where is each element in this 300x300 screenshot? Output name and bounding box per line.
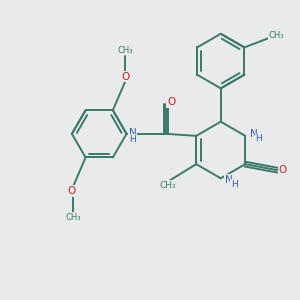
Text: H: H bbox=[231, 180, 238, 189]
Text: N: N bbox=[250, 129, 257, 140]
Text: O: O bbox=[167, 97, 176, 107]
Text: O: O bbox=[68, 186, 76, 196]
Text: CH₃: CH₃ bbox=[159, 181, 176, 190]
Text: CH₃: CH₃ bbox=[66, 213, 81, 222]
Text: N: N bbox=[225, 175, 233, 185]
Text: CH₃: CH₃ bbox=[117, 46, 133, 55]
Text: O: O bbox=[279, 165, 287, 175]
Text: O: O bbox=[122, 72, 130, 82]
Text: H: H bbox=[129, 135, 136, 144]
Text: CH₃: CH₃ bbox=[268, 31, 284, 40]
Text: N: N bbox=[129, 128, 136, 138]
Text: H: H bbox=[256, 134, 262, 143]
